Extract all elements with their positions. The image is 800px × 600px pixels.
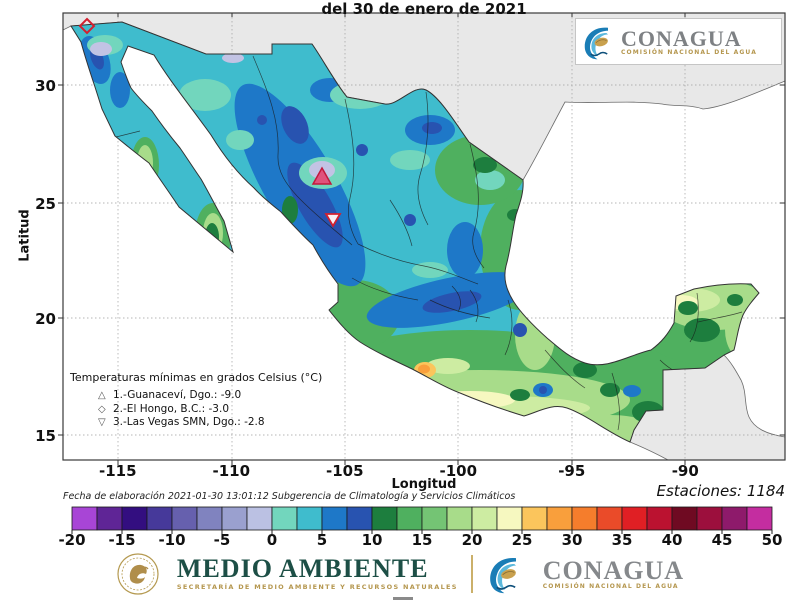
colorbar-cell xyxy=(721,506,748,531)
colorbar-cell xyxy=(596,506,623,531)
colorbar-tick-label: -20 xyxy=(58,531,86,549)
colorbar-cell xyxy=(646,506,673,531)
x-tick-label: -90 xyxy=(671,462,699,480)
x-tick-label: -100 xyxy=(439,462,478,480)
colorbar-cell xyxy=(346,506,373,531)
conagua-subtitle: COMISIÓN NACIONAL DEL AGUA xyxy=(542,582,679,590)
colorbar-tick-label: 50 xyxy=(761,531,783,549)
y-tick-label: 25 xyxy=(35,195,56,213)
colorbar-cell xyxy=(271,506,298,531)
x-tick-label: -110 xyxy=(212,462,251,480)
legend-title: Temperaturas mínimas en grados Celsius (… xyxy=(70,371,323,384)
colorbar-tick-labels: -20 -15 -10 -5 0 5 10 15 20 25 30 35 40 45 50 xyxy=(47,531,797,549)
x-tick-label: -115 xyxy=(98,462,137,480)
colorbar-cell xyxy=(321,506,348,531)
colorbar-ticks xyxy=(71,530,773,534)
legend-item: ▽ 3.-Las Vegas SMN, Dgo.: -2.8 xyxy=(70,416,350,430)
station-marker-guanacevi-triangle-up xyxy=(311,166,333,185)
colorbar xyxy=(71,506,773,531)
y-tick-label: 15 xyxy=(35,427,56,445)
guatemala-belize-region xyxy=(629,354,786,461)
colorbar-tick-label: 15 xyxy=(411,531,433,549)
mexico-border-outline xyxy=(70,21,760,443)
conagua-water-swirl-icon xyxy=(486,552,526,596)
colorbar-tick-label: 35 xyxy=(611,531,633,549)
colorbar-cell xyxy=(671,506,698,531)
colorbar-cell xyxy=(521,506,548,531)
conagua-logo-box: CONAGUA COMISIÓN NACIONAL DEL AGUA xyxy=(575,18,782,65)
colorbar-cell xyxy=(121,506,148,531)
colorbar-tick-label: -15 xyxy=(108,531,136,549)
conagua-wordmark: CONAGUA xyxy=(621,25,742,51)
state-boundaries xyxy=(115,55,743,431)
colorbar-tick-label: 10 xyxy=(361,531,383,549)
colorbar-cell xyxy=(371,506,398,531)
colorbar-tick-label: 25 xyxy=(511,531,533,549)
colorbar-cell xyxy=(221,506,248,531)
station-marker-las-vegas-triangle-down xyxy=(324,213,342,228)
stations-count: Estaciones: 1184 xyxy=(656,482,785,500)
colorbar-cell xyxy=(296,506,323,531)
colorbar-cell xyxy=(71,506,98,531)
colorbar-tick-label: 45 xyxy=(711,531,733,549)
conagua-wordmark: CONAGUA xyxy=(542,555,685,585)
colorbar-cell xyxy=(471,506,498,531)
colorbar-cell xyxy=(696,506,723,531)
colorbar-cell xyxy=(571,506,598,531)
colorbar-tick-label: 5 xyxy=(316,531,328,549)
colorbar-cell xyxy=(396,506,423,531)
colorbar-tick-label: 0 xyxy=(266,531,278,549)
x-axis-tick-labels: -115 -110 -105 -100 -95 -90 xyxy=(61,462,742,480)
legend-item-label: 3.-Las Vegas SMN, Dgo.: -2.8 xyxy=(113,416,265,428)
colorbar-tick-label: 40 xyxy=(661,531,683,549)
y-tick-label: 20 xyxy=(35,310,56,328)
station-marker-el-hongo-diamond xyxy=(78,17,96,35)
legend-item: ◇ 2.-El Hongo, B.C.: -3.0 xyxy=(70,403,350,417)
cropped-edge-mark xyxy=(393,597,413,600)
colorbar-cell xyxy=(496,506,523,531)
axis-ticks xyxy=(58,13,785,465)
legend-item-label: 1.-Guanaceví, Dgo.: -9.0 xyxy=(113,389,242,401)
colorbar-cell xyxy=(96,506,123,531)
footer-branding: MEDIO AMBIENTE SECRETARÍA DE MEDIO AMBIE… xyxy=(0,548,800,600)
medio-ambiente-subtitle: SECRETARÍA DE MEDIO AMBIENTE Y RECURSOS … xyxy=(176,583,458,591)
medio-ambiente-wordmark: MEDIO AMBIENTE xyxy=(176,554,429,583)
colorbar-cell xyxy=(621,506,648,531)
colorbar-tick-label: 30 xyxy=(561,531,583,549)
footer-divider xyxy=(470,555,473,593)
plot-frame xyxy=(62,12,786,461)
conagua-subtitle: COMISIÓN NACIONAL DEL AGUA xyxy=(621,48,757,56)
colorbar-cell xyxy=(246,506,273,531)
triangle-up-icon: △ xyxy=(98,390,106,401)
colorbar-cell xyxy=(171,506,198,531)
colorbar-cell xyxy=(196,506,223,531)
diamond-icon: ◇ xyxy=(98,403,106,415)
government-eagle-seal-icon xyxy=(117,553,159,595)
y-tick-label: 30 xyxy=(35,77,56,95)
colorbar-tick-label: -10 xyxy=(158,531,186,549)
colorbar-cell xyxy=(146,506,173,531)
colorbar-tick-label: -5 xyxy=(213,531,231,549)
x-tick-label: -105 xyxy=(325,462,364,480)
colorbar-tick-label: 20 xyxy=(461,531,483,549)
colorbar-cell xyxy=(546,506,573,531)
conagua-water-swirl-icon xyxy=(581,22,617,62)
colorbar-cell xyxy=(421,506,448,531)
legend-item: △ 1.-Guanaceví, Dgo.: -9.0 xyxy=(70,389,350,403)
extremes-legend: Temperaturas mínimas en grados Celsius (… xyxy=(70,371,350,430)
colorbar-cell xyxy=(446,506,473,531)
colorbar-cell xyxy=(746,506,773,531)
legend-item-label: 2.-El Hongo, B.C.: -3.0 xyxy=(113,402,230,415)
figure-title: del 30 de enero de 2021 xyxy=(321,0,527,18)
triangle-down-icon: ▽ xyxy=(98,417,106,428)
elaboration-note: Fecha de elaboración 2021-01-30 13:01:12… xyxy=(63,491,516,502)
x-axis-label: Longitud xyxy=(391,477,457,492)
x-tick-label: -95 xyxy=(558,462,586,480)
